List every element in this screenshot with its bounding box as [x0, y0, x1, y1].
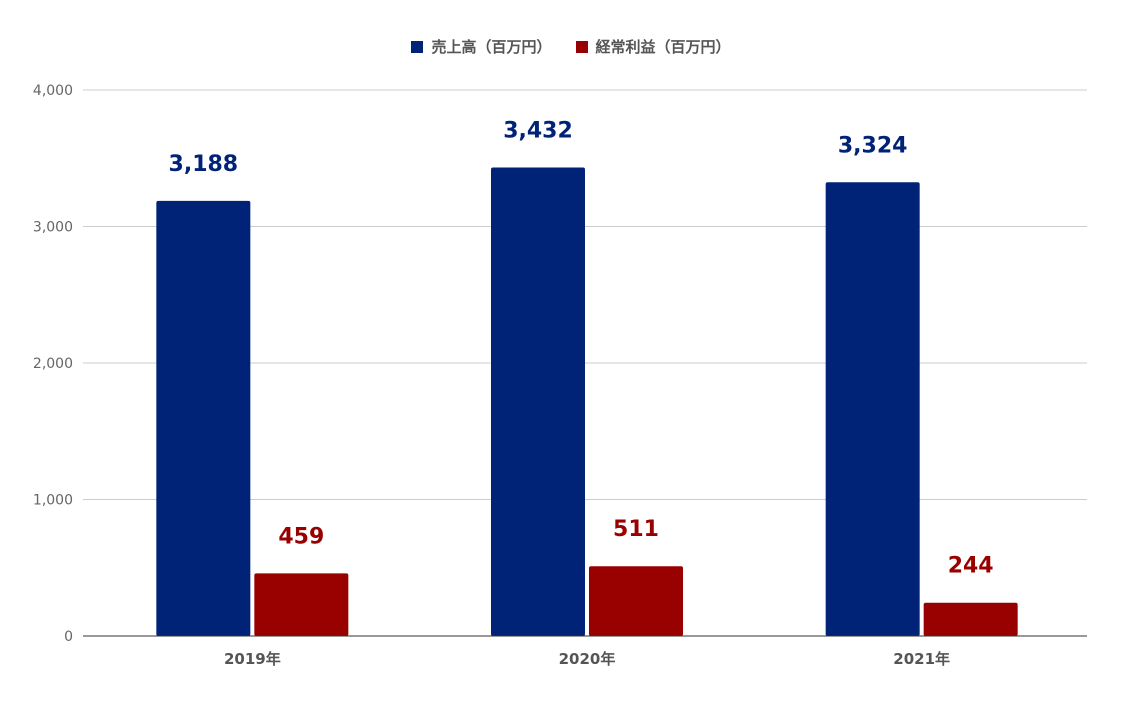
data-label-sales: 3,432: [503, 119, 573, 144]
bar-ordinary-profit: [589, 566, 683, 636]
legend-label-sales: 売上高（百万円）: [431, 38, 552, 56]
data-label-ordinary-profit: 459: [278, 524, 324, 549]
legend-item-ordinary-profit: 経常利益（百万円）: [575, 36, 731, 57]
bar-sales: [491, 167, 585, 637]
data-label-ordinary-profit: 511: [613, 517, 659, 542]
x-tick-label: 2021年: [893, 650, 950, 668]
y-tick-label: 2,000: [33, 356, 73, 372]
bar-sales: [825, 182, 920, 637]
y-tick-label: 4,000: [33, 83, 73, 99]
legend: 売上高（百万円） 経常利益（百万円）: [0, 36, 1122, 57]
x-tick-label: 2019年: [224, 650, 281, 668]
legend-label-ordinary-profit: 経常利益（百万円）: [595, 38, 731, 56]
data-label-sales: 3,324: [838, 133, 908, 158]
y-tick-label: 3,000: [33, 220, 73, 236]
bar-ordinary-profit: [254, 573, 349, 636]
legend-swatch-sales: [411, 40, 424, 53]
legend-item-sales: 売上高（百万円）: [411, 36, 552, 57]
y-tick-label: 1,000: [33, 493, 73, 509]
legend-swatch-ordinary-profit: [575, 40, 588, 53]
y-tick-label: 0: [64, 629, 73, 645]
data-label-sales: 3,188: [169, 152, 239, 177]
data-label-ordinary-profit: 244: [948, 554, 994, 579]
bar-sales: [156, 200, 251, 636]
x-tick-label: 2020年: [559, 650, 616, 668]
bar-ordinary-profit: [923, 602, 1018, 636]
